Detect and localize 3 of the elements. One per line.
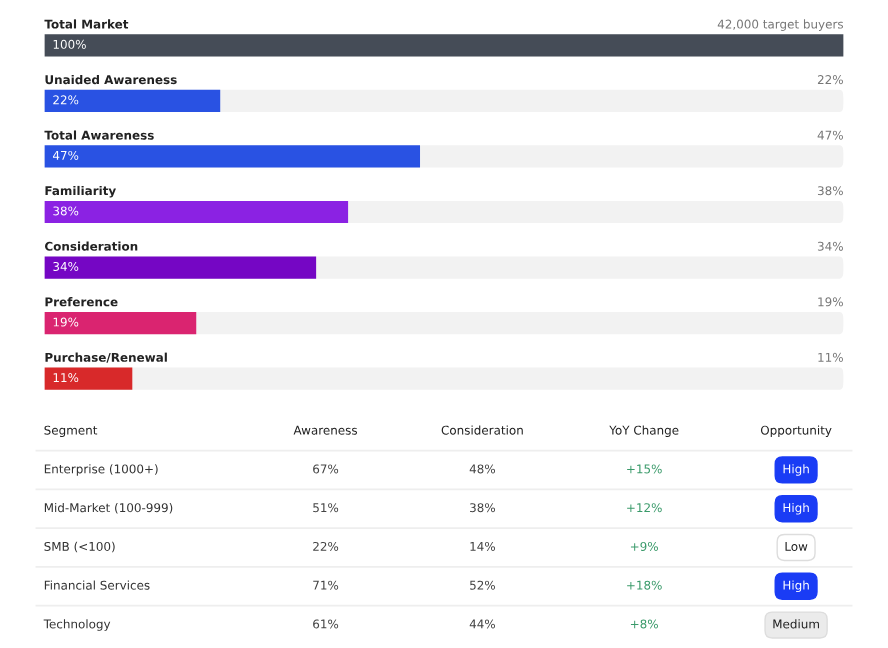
bar — [44, 89, 221, 113]
bar — [44, 311, 197, 335]
bar — [44, 367, 133, 390]
